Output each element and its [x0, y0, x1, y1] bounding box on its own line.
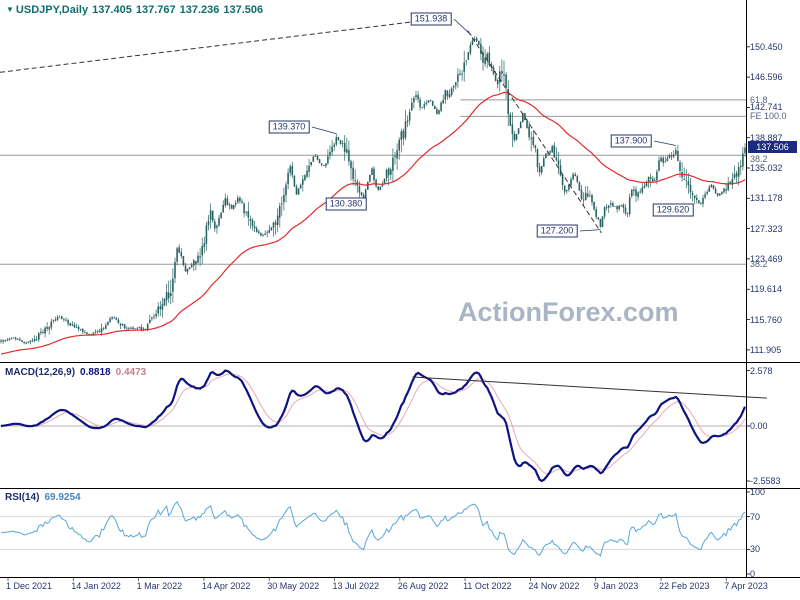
macd-label: MACD(12,26,9) [5, 367, 76, 378]
rsi-value: 69.9254 [44, 492, 81, 503]
ohlc-low: 137.236 [179, 4, 220, 16]
chart-title: ▼ USDJPY,Daily 137.405 137.767 137.236 137.50… [6, 4, 267, 16]
symbol-dropdown-icon[interactable]: ▼ [6, 5, 14, 14]
watermark: ActionForex.com [458, 297, 679, 327]
ohlc-high: 137.767 [135, 4, 176, 16]
symbol-label: USDJPY,Daily [15, 4, 89, 16]
last-price-badge: 137.506 [748, 141, 797, 153]
ohlc-open: 137.405 [92, 4, 132, 16]
macd-header: MACD(12,26,9) 0.8818 0.4473 [5, 367, 151, 378]
rsi-header: RSI(14) 69.9254 [5, 492, 86, 503]
macd-value: 0.8818 [80, 367, 111, 378]
ohlc-close: 137.506 [223, 4, 264, 16]
rsi-label: RSI(14) [5, 492, 40, 503]
macd-signal-value: 0.4473 [115, 367, 147, 378]
